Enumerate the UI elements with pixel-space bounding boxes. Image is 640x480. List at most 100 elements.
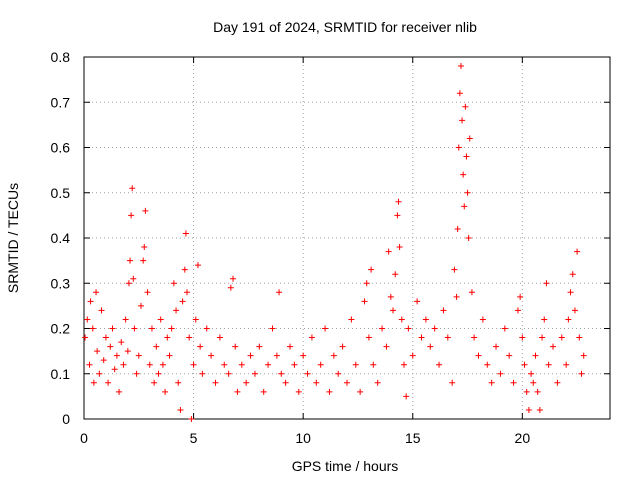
data-point: [221, 361, 228, 368]
data-point: [102, 334, 109, 341]
data-point: [326, 388, 333, 395]
data-point: [403, 393, 410, 400]
data-point: [151, 379, 158, 386]
data-point: [130, 275, 137, 282]
data-point: [247, 352, 254, 359]
data-point: [273, 352, 280, 359]
data-point: [159, 361, 166, 368]
data-point: [501, 325, 508, 332]
data-point: [144, 289, 151, 296]
data-point: [317, 361, 324, 368]
data-point: [107, 343, 114, 350]
data-point: [256, 343, 263, 350]
y-tick-label: 0.3: [51, 275, 71, 291]
data-point: [173, 307, 180, 314]
data-series: [82, 63, 587, 422]
data-point: [536, 406, 543, 413]
data-point: [465, 235, 472, 241]
data-point: [395, 198, 402, 205]
data-point: [440, 307, 447, 314]
data-point: [184, 289, 191, 296]
data-point: [449, 379, 456, 386]
y-tick-label: 0.1: [51, 366, 71, 382]
data-point: [93, 289, 100, 296]
data-point: [390, 307, 397, 314]
data-point: [398, 316, 405, 323]
data-point: [510, 379, 517, 386]
data-point: [304, 370, 311, 377]
data-point: [379, 325, 386, 332]
data-point: [405, 325, 412, 332]
y-axis: 0 0.1 0.2 0.3 0.4 0.5 0.6 0.7 0.8: [51, 49, 610, 427]
data-point: [431, 325, 438, 332]
data-point: [392, 271, 399, 278]
data-point: [567, 289, 574, 296]
data-point: [322, 325, 329, 332]
y-axis-label: SRMTID / TECUs: [5, 183, 21, 293]
data-point: [396, 244, 403, 251]
data-point: [166, 352, 173, 359]
data-point: [175, 379, 182, 386]
data-point: [444, 334, 451, 341]
y-tick-label: 0.8: [51, 49, 71, 65]
data-point: [251, 370, 258, 377]
data-point: [514, 307, 521, 314]
data-point: [269, 325, 276, 332]
data-point: [170, 280, 177, 287]
data-point: [493, 343, 500, 350]
data-point: [580, 352, 587, 359]
data-point: [576, 334, 583, 341]
data-point: [339, 343, 346, 350]
data-point: [418, 334, 425, 341]
data-point: [116, 388, 123, 395]
data-point: [182, 230, 189, 237]
data-point: [265, 361, 272, 368]
data-point: [124, 348, 131, 355]
grid-lines: [84, 57, 610, 419]
data-point: [471, 334, 478, 341]
data-point: [179, 298, 186, 305]
data-point: [141, 244, 148, 251]
data-point: [197, 343, 204, 350]
data-point: [451, 266, 458, 273]
data-point: [427, 343, 434, 350]
data-point: [127, 257, 134, 264]
data-point: [135, 352, 142, 359]
x-axis: 0 5 10 15 20: [80, 57, 530, 446]
data-point: [484, 361, 491, 368]
data-point: [528, 370, 535, 377]
data-point: [291, 361, 298, 368]
data-point: [181, 266, 188, 273]
data-point: [232, 343, 239, 350]
data-point: [146, 361, 153, 368]
data-point: [230, 275, 237, 282]
data-point: [164, 334, 171, 341]
data-point: [100, 357, 107, 364]
data-point: [545, 361, 552, 368]
data-point: [140, 257, 147, 264]
data-point: [383, 343, 390, 350]
data-point: [365, 334, 372, 341]
data-point: [578, 370, 585, 377]
data-point: [468, 289, 475, 296]
data-point: [361, 298, 368, 305]
data-point: [128, 212, 135, 219]
data-point: [82, 334, 89, 341]
data-point: [308, 334, 315, 341]
data-point: [216, 334, 223, 341]
chart-title: Day 191 of 2024, SRMTID for receiver nli…: [213, 19, 477, 35]
data-point: [532, 352, 539, 359]
data-point: [475, 352, 482, 359]
data-point: [109, 325, 116, 332]
data-point: [550, 343, 557, 350]
y-tick-label: 0.2: [51, 321, 71, 337]
data-point: [120, 361, 127, 368]
data-point: [554, 379, 561, 386]
data-point: [313, 379, 320, 386]
data-point: [569, 271, 576, 278]
data-point: [190, 361, 197, 368]
data-point: [414, 298, 421, 305]
y-tick-label: 0: [62, 411, 70, 427]
data-point: [457, 63, 464, 70]
